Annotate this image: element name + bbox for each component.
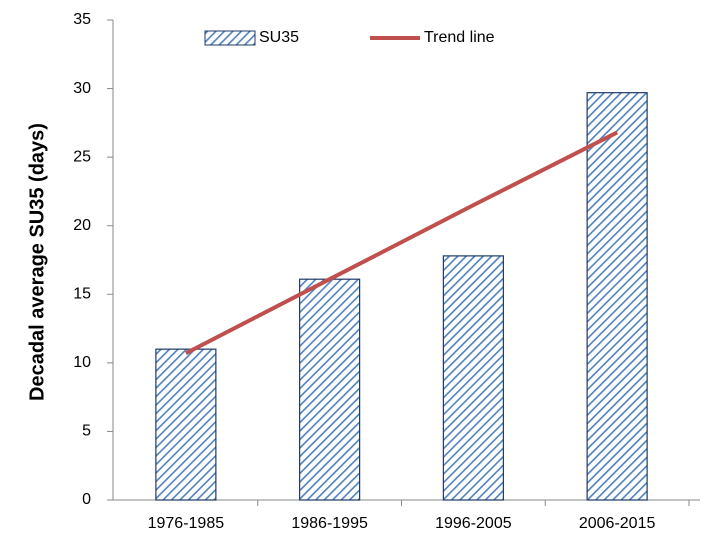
y-tick-label: 5 xyxy=(82,423,91,440)
bar xyxy=(155,348,217,501)
x-tick-label: 2006-2015 xyxy=(579,515,656,532)
trend-line xyxy=(184,130,619,356)
x-tick-label: 1986-1995 xyxy=(291,515,368,532)
y-tick-label: 0 xyxy=(82,491,91,508)
x-tick-label: 1996-2005 xyxy=(435,515,512,532)
bar xyxy=(586,92,648,501)
bar xyxy=(299,278,361,501)
y-tick-label: 35 xyxy=(73,11,91,28)
y-tick-label: 15 xyxy=(73,286,91,303)
legend-label: Trend line xyxy=(424,29,495,46)
y-tick-label: 10 xyxy=(73,354,91,371)
x-tick-label: 1976-1985 xyxy=(148,515,225,532)
y-tick-label: 25 xyxy=(73,148,91,165)
bar xyxy=(442,255,504,501)
legend-label: SU35 xyxy=(259,29,299,46)
y-tick-label: 20 xyxy=(73,217,91,234)
y-tick-label: 30 xyxy=(73,80,91,97)
legend-swatch xyxy=(204,30,256,46)
y-axis-title: Decadal average SU35 (days) xyxy=(26,123,48,401)
